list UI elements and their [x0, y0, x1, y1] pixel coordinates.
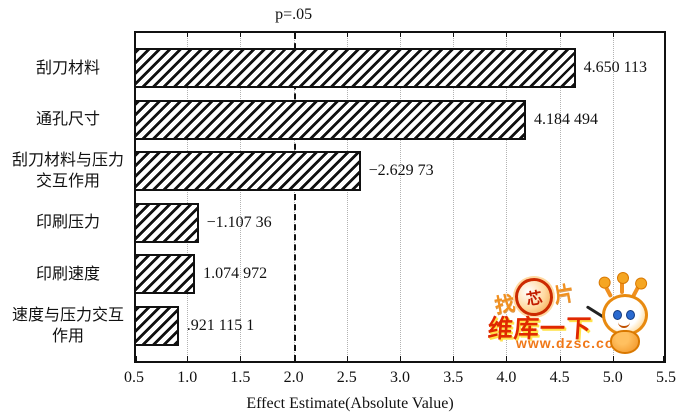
category-label: 刮刀材料与压力交互作用: [12, 152, 125, 191]
tick-mark-bottom: [453, 356, 455, 361]
bar-value-label: −1.107 36: [206, 213, 272, 231]
bar-value-label: 4.650 113: [583, 59, 647, 76]
gridline: [400, 33, 401, 361]
x-tick-label: 4.5: [549, 369, 570, 386]
category-label: 通孔尺寸: [35, 111, 100, 129]
x-axis-title: Effect Estimate(Absolute Value): [246, 395, 454, 412]
category-label: 印刷速度: [35, 265, 100, 283]
tick-mark-bottom: [506, 356, 508, 361]
gridline: [346, 33, 348, 361]
tick-mark-top: [240, 33, 242, 37]
gridline: [612, 33, 614, 361]
gridline: [453, 33, 455, 361]
category-label: 刮刀材料: [35, 59, 100, 77]
bar: [134, 99, 527, 140]
x-tick-label: 0.5: [124, 369, 144, 386]
x-tick-label: 1.5: [230, 369, 251, 386]
tick-mark-bottom: [559, 356, 561, 361]
x-tick-label: 4.0: [496, 369, 517, 386]
category-label: 印刷压力: [35, 214, 100, 232]
tick-mark-bottom: [136, 356, 137, 361]
tick-mark-bottom: [663, 356, 664, 361]
x-tick-label: 5.0: [602, 369, 623, 386]
tick-mark-top: [346, 33, 348, 37]
reference-line: [293, 33, 296, 361]
bar-value-label: −2.629 73: [368, 162, 434, 180]
x-tick-label: 2.5: [336, 369, 357, 386]
gridline: [240, 33, 242, 361]
tick-mark-bottom: [187, 356, 189, 361]
x-tick-label: 1.0: [177, 369, 198, 386]
bar-value-label: 4.184 494: [534, 110, 599, 128]
tick-mark-top: [559, 33, 561, 37]
tick-mark-top: [506, 33, 508, 37]
tick-mark-top: [612, 33, 614, 37]
bar-value-label: 1.074 972: [203, 265, 268, 283]
bar: [134, 202, 199, 243]
reference-line-label: p=.05: [275, 6, 313, 23]
gridline: [506, 33, 508, 361]
tick-mark-bottom: [400, 356, 401, 361]
gridline: [187, 33, 189, 361]
x-tick-label: 3.5: [443, 369, 464, 386]
bar: [134, 48, 576, 88]
tick-mark-top: [453, 33, 455, 37]
tick-mark-top: [187, 33, 189, 37]
bar: [134, 254, 196, 295]
bar-value-label: .921 115 1: [186, 317, 255, 334]
tick-mark-bottom: [612, 356, 614, 361]
gridline: [559, 33, 561, 361]
bar: [134, 151, 361, 192]
bar: [134, 306, 179, 346]
x-tick-label: 3.0: [390, 369, 410, 386]
tick-mark-bottom: [240, 356, 242, 361]
tick-mark-top: [400, 33, 401, 37]
tick-mark-bottom: [346, 356, 348, 361]
x-tick-label: 5.5: [656, 369, 676, 386]
x-tick-label: 2.0: [283, 369, 304, 386]
category-label: 速度与压力交互作用: [12, 307, 125, 345]
